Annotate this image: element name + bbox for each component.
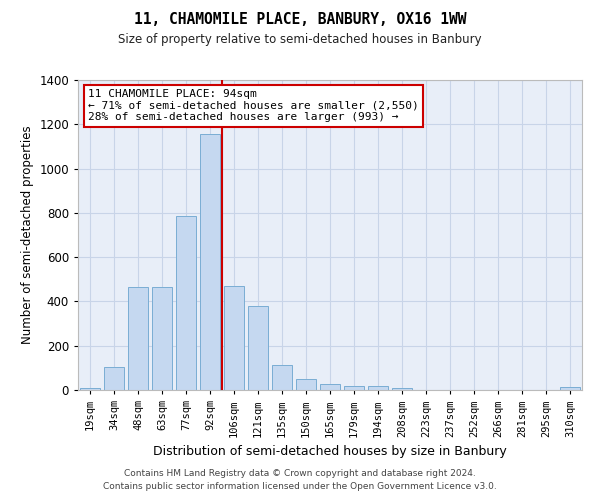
Bar <box>560 386 580 390</box>
Bar <box>320 384 340 390</box>
Text: Contains public sector information licensed under the Open Government Licence v3: Contains public sector information licen… <box>103 482 497 491</box>
Bar <box>368 386 388 390</box>
Bar <box>128 287 148 390</box>
Bar <box>272 364 292 390</box>
Bar <box>104 367 124 390</box>
Bar <box>392 388 412 390</box>
Text: 11, CHAMOMILE PLACE, BANBURY, OX16 1WW: 11, CHAMOMILE PLACE, BANBURY, OX16 1WW <box>134 12 466 28</box>
Bar <box>344 386 364 390</box>
Bar <box>152 287 172 390</box>
Text: 11 CHAMOMILE PLACE: 94sqm
← 71% of semi-detached houses are smaller (2,550)
28% : 11 CHAMOMILE PLACE: 94sqm ← 71% of semi-… <box>88 90 419 122</box>
Text: Size of property relative to semi-detached houses in Banbury: Size of property relative to semi-detach… <box>118 32 482 46</box>
Text: Contains HM Land Registry data © Crown copyright and database right 2024.: Contains HM Land Registry data © Crown c… <box>124 468 476 477</box>
Bar <box>224 286 244 390</box>
Y-axis label: Number of semi-detached properties: Number of semi-detached properties <box>20 126 34 344</box>
Bar <box>176 216 196 390</box>
X-axis label: Distribution of semi-detached houses by size in Banbury: Distribution of semi-detached houses by … <box>153 445 507 458</box>
Bar <box>80 388 100 390</box>
Bar <box>200 134 220 390</box>
Bar <box>296 379 316 390</box>
Bar <box>248 306 268 390</box>
